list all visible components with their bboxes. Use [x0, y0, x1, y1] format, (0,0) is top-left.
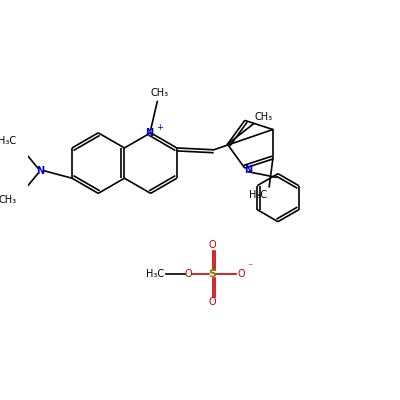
Text: ⁻: ⁻ [247, 262, 252, 272]
Text: N: N [145, 128, 153, 138]
Text: O: O [209, 297, 216, 307]
Text: CH₃: CH₃ [0, 195, 16, 205]
Text: H₃C: H₃C [146, 269, 164, 279]
Text: O: O [237, 269, 245, 279]
Text: N: N [36, 166, 45, 176]
Text: H₃C: H₃C [249, 190, 267, 200]
Text: O: O [209, 240, 216, 250]
Text: CH₃: CH₃ [150, 88, 168, 98]
Text: S: S [209, 269, 217, 279]
Text: O: O [185, 269, 192, 279]
Text: +: + [156, 123, 163, 132]
Text: N: N [244, 165, 252, 175]
Text: H₃C: H₃C [0, 136, 16, 146]
Text: CH₃: CH₃ [254, 112, 273, 122]
